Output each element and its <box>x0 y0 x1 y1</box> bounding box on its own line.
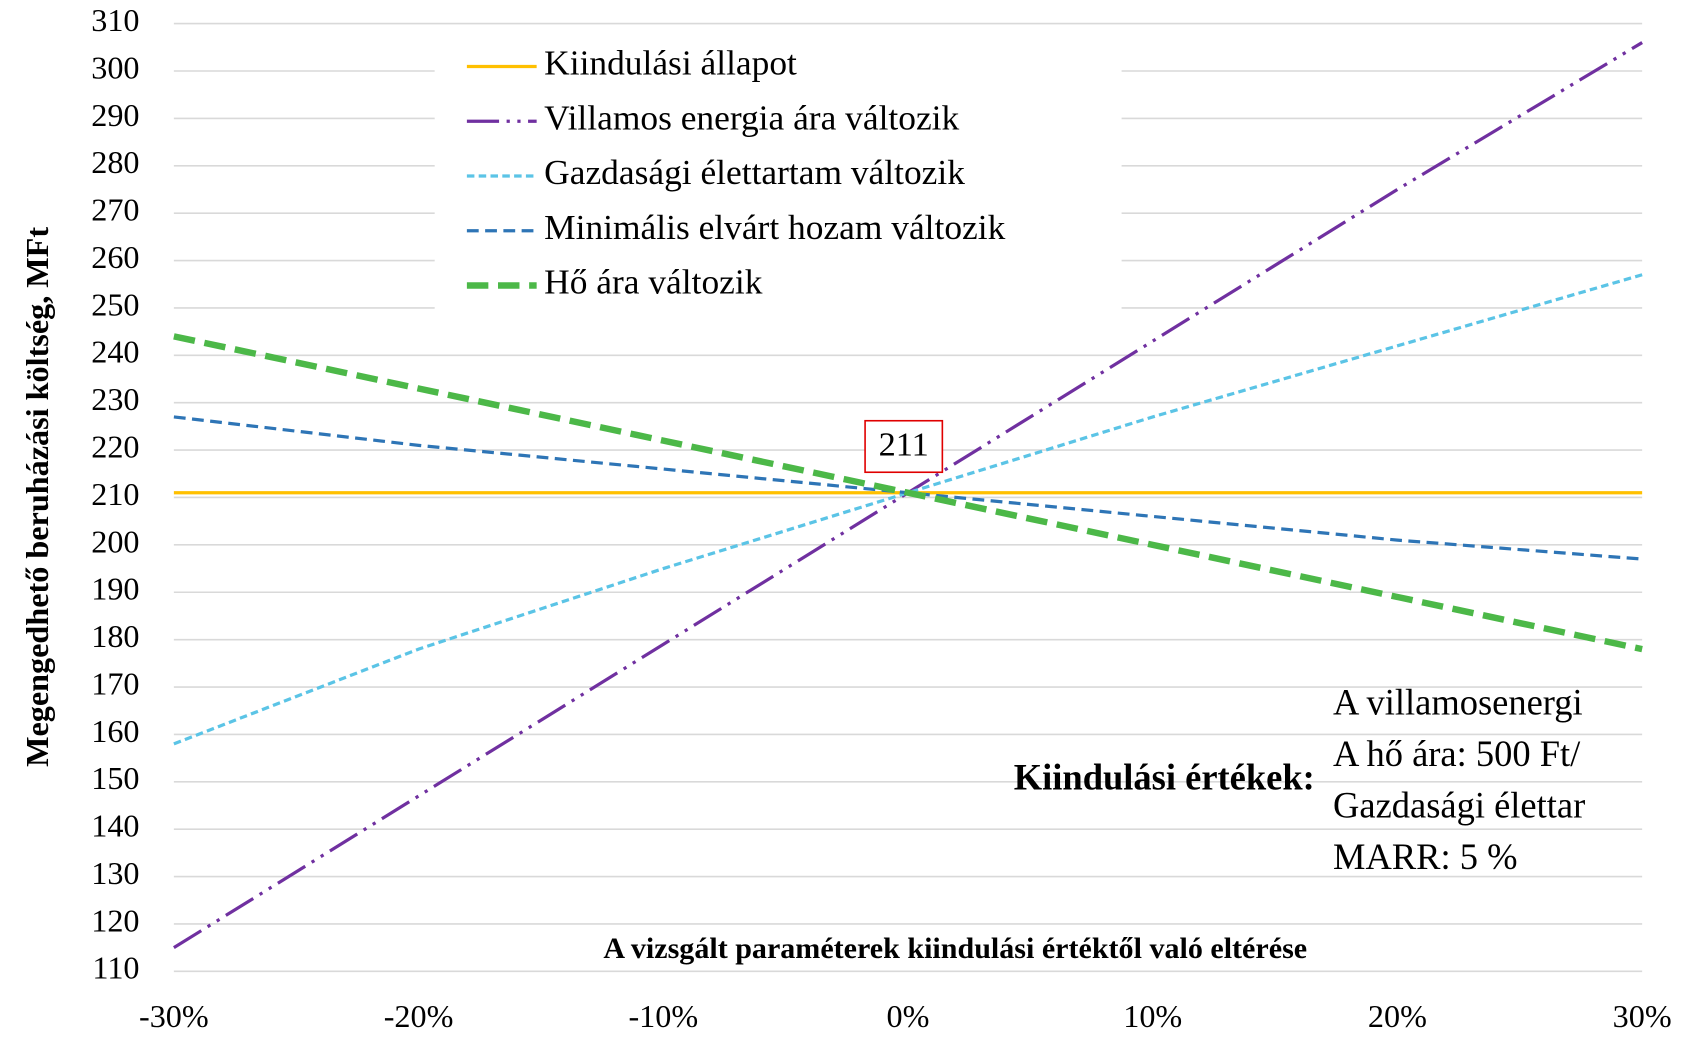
y-tick-label: 160 <box>91 713 139 749</box>
x-tick-label: -20% <box>384 998 454 1034</box>
y-tick-label: 130 <box>91 855 139 891</box>
x-tick-label: 30% <box>1613 998 1672 1034</box>
y-tick-label: 250 <box>91 286 139 322</box>
y-tick-label: 310 <box>91 2 139 38</box>
y-tick-label: 270 <box>91 192 139 228</box>
y-tick-label: 200 <box>91 523 139 559</box>
annotation: 211 <box>879 425 929 463</box>
x-tick-label: -30% <box>139 998 209 1034</box>
y-tick-label: 230 <box>91 381 139 417</box>
note: Gazdasági élettar <box>1333 785 1585 826</box>
y-tick-label: 120 <box>91 902 139 938</box>
annotation: Kiindulási értékek: <box>1014 757 1315 798</box>
legend-label: Kiindulási állapot <box>544 43 797 83</box>
x-tick-label: 20% <box>1368 998 1427 1034</box>
note: A hő ára: 500 Ft/ <box>1333 733 1581 774</box>
x-tick-label: 0% <box>887 998 930 1034</box>
annotation-box <box>864 419 944 474</box>
y-tick-label: 140 <box>91 808 139 844</box>
y-tick-label: 110 <box>92 950 139 986</box>
y-axis-title: Megengedhető beruházási költség, MFt <box>19 227 55 767</box>
legend-label: Minimális elvárt hozam változik <box>544 207 1005 247</box>
y-tick-label: 150 <box>91 760 139 796</box>
y-tick-label: 190 <box>91 571 139 607</box>
legend-background <box>434 42 1122 320</box>
y-tick-label: 210 <box>91 476 139 512</box>
series-line <box>173 273 1643 746</box>
y-tick-label: 220 <box>91 428 139 464</box>
y-tick-label: 290 <box>91 97 139 133</box>
y-tick-label: 180 <box>91 618 139 654</box>
legend-label: Hő ára változik <box>544 262 763 302</box>
y-tick-label: 170 <box>91 665 139 701</box>
legend-label: Villamos energia ára változik <box>544 97 959 137</box>
chart-body: Megengedhető beruházási költség, MFt 110… <box>19 2 1671 1034</box>
y-tick-label: 280 <box>91 144 139 180</box>
note: A villamosenergi <box>1333 682 1583 723</box>
legend-label: Gazdasági élettartam változik <box>544 152 965 192</box>
y-tick-label: 260 <box>91 239 139 275</box>
x-tick-label: 10% <box>1123 998 1182 1034</box>
y-tick-label: 240 <box>91 334 139 370</box>
note: MARR: 5 % <box>1333 836 1517 877</box>
x-tick-label: -10% <box>628 998 698 1034</box>
x-axis-title: A vizsgált paraméterek kiindulási értékt… <box>603 931 1307 965</box>
series-line <box>173 333 1643 653</box>
y-tick-label: 300 <box>91 49 139 85</box>
